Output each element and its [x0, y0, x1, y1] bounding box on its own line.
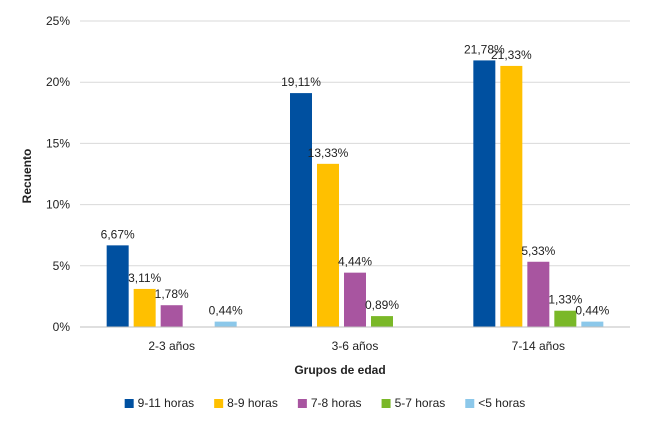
gridlines: [80, 20, 630, 267]
bar: [371, 316, 393, 327]
y-axis-title: Recuento: [20, 149, 34, 204]
legend-item: 8-9 horas: [214, 396, 278, 410]
data-labels: 6,67% 3,11% 1,78% 0,44% 19,11% 13,33% 4,44% 0,8…: [101, 42, 610, 317]
bar: [554, 310, 577, 327]
data-label: 0,89%: [365, 298, 399, 312]
data-label: 5,33%: [521, 244, 555, 258]
bar: [344, 272, 366, 327]
legend-label: 7-8 horas: [311, 396, 362, 410]
legend-label: 8-9 horas: [227, 396, 278, 410]
axes: 0% 5% 10% 15% 20% 25% 2-3 años 3-6 años 7-14 año…: [46, 14, 630, 353]
bars: [106, 60, 604, 327]
data-label: 4,44%: [338, 255, 372, 269]
bar: [290, 93, 312, 327]
bar: [106, 245, 129, 327]
legend-swatch: [124, 399, 134, 408]
x-tick-label: 3-6 años: [332, 339, 379, 353]
legend-item: 7-8 horas: [297, 396, 362, 410]
y-tick-label: 15%: [46, 136, 70, 150]
data-label: 1,78%: [155, 287, 189, 301]
bar: [473, 60, 496, 327]
data-label: 0,44%: [209, 304, 243, 318]
bar: [527, 261, 550, 327]
data-label: 13,33%: [308, 146, 349, 160]
bar: [317, 163, 339, 327]
legend-swatch: [297, 399, 307, 408]
bar: [581, 321, 604, 327]
x-tick-label: 2-3 años: [148, 339, 195, 353]
data-label: 6,67%: [101, 227, 135, 241]
y-tick-label: 25%: [46, 14, 70, 28]
bar: [214, 321, 237, 327]
bar: [500, 65, 523, 327]
y-tick-label: 10%: [46, 198, 70, 212]
x-axis-title: Grupos de edad: [294, 363, 385, 377]
legend-swatch: [214, 399, 224, 408]
y-tick-label: 5%: [53, 259, 71, 273]
bar: [133, 288, 156, 327]
legend-label: <5 horas: [478, 396, 525, 410]
bar: [160, 305, 183, 327]
data-label: 0,44%: [575, 304, 609, 318]
y-tick-label: 0%: [53, 320, 71, 334]
legend: 9-11 horas 8-9 horas 7-8 horas 5-7 horas <5 …: [124, 396, 525, 410]
x-tick-label: 7-14 años: [512, 339, 565, 353]
legend-swatch: [381, 399, 391, 408]
data-label: 3,11%: [128, 271, 161, 285]
legend-item: <5 horas: [465, 396, 525, 410]
legend-label: 9-11 horas: [138, 396, 194, 410]
y-tick-label: 20%: [46, 75, 70, 89]
data-label: 1,33%: [548, 293, 582, 307]
legend-label: 5-7 horas: [395, 396, 446, 410]
data-label: 19,11%: [281, 75, 321, 89]
data-label: 21,33%: [491, 48, 532, 62]
legend-swatch: [465, 399, 475, 408]
legend-item: 5-7 horas: [381, 396, 446, 410]
legend-item: 9-11 horas: [124, 396, 194, 410]
data-label: 21,78%: [464, 42, 505, 56]
